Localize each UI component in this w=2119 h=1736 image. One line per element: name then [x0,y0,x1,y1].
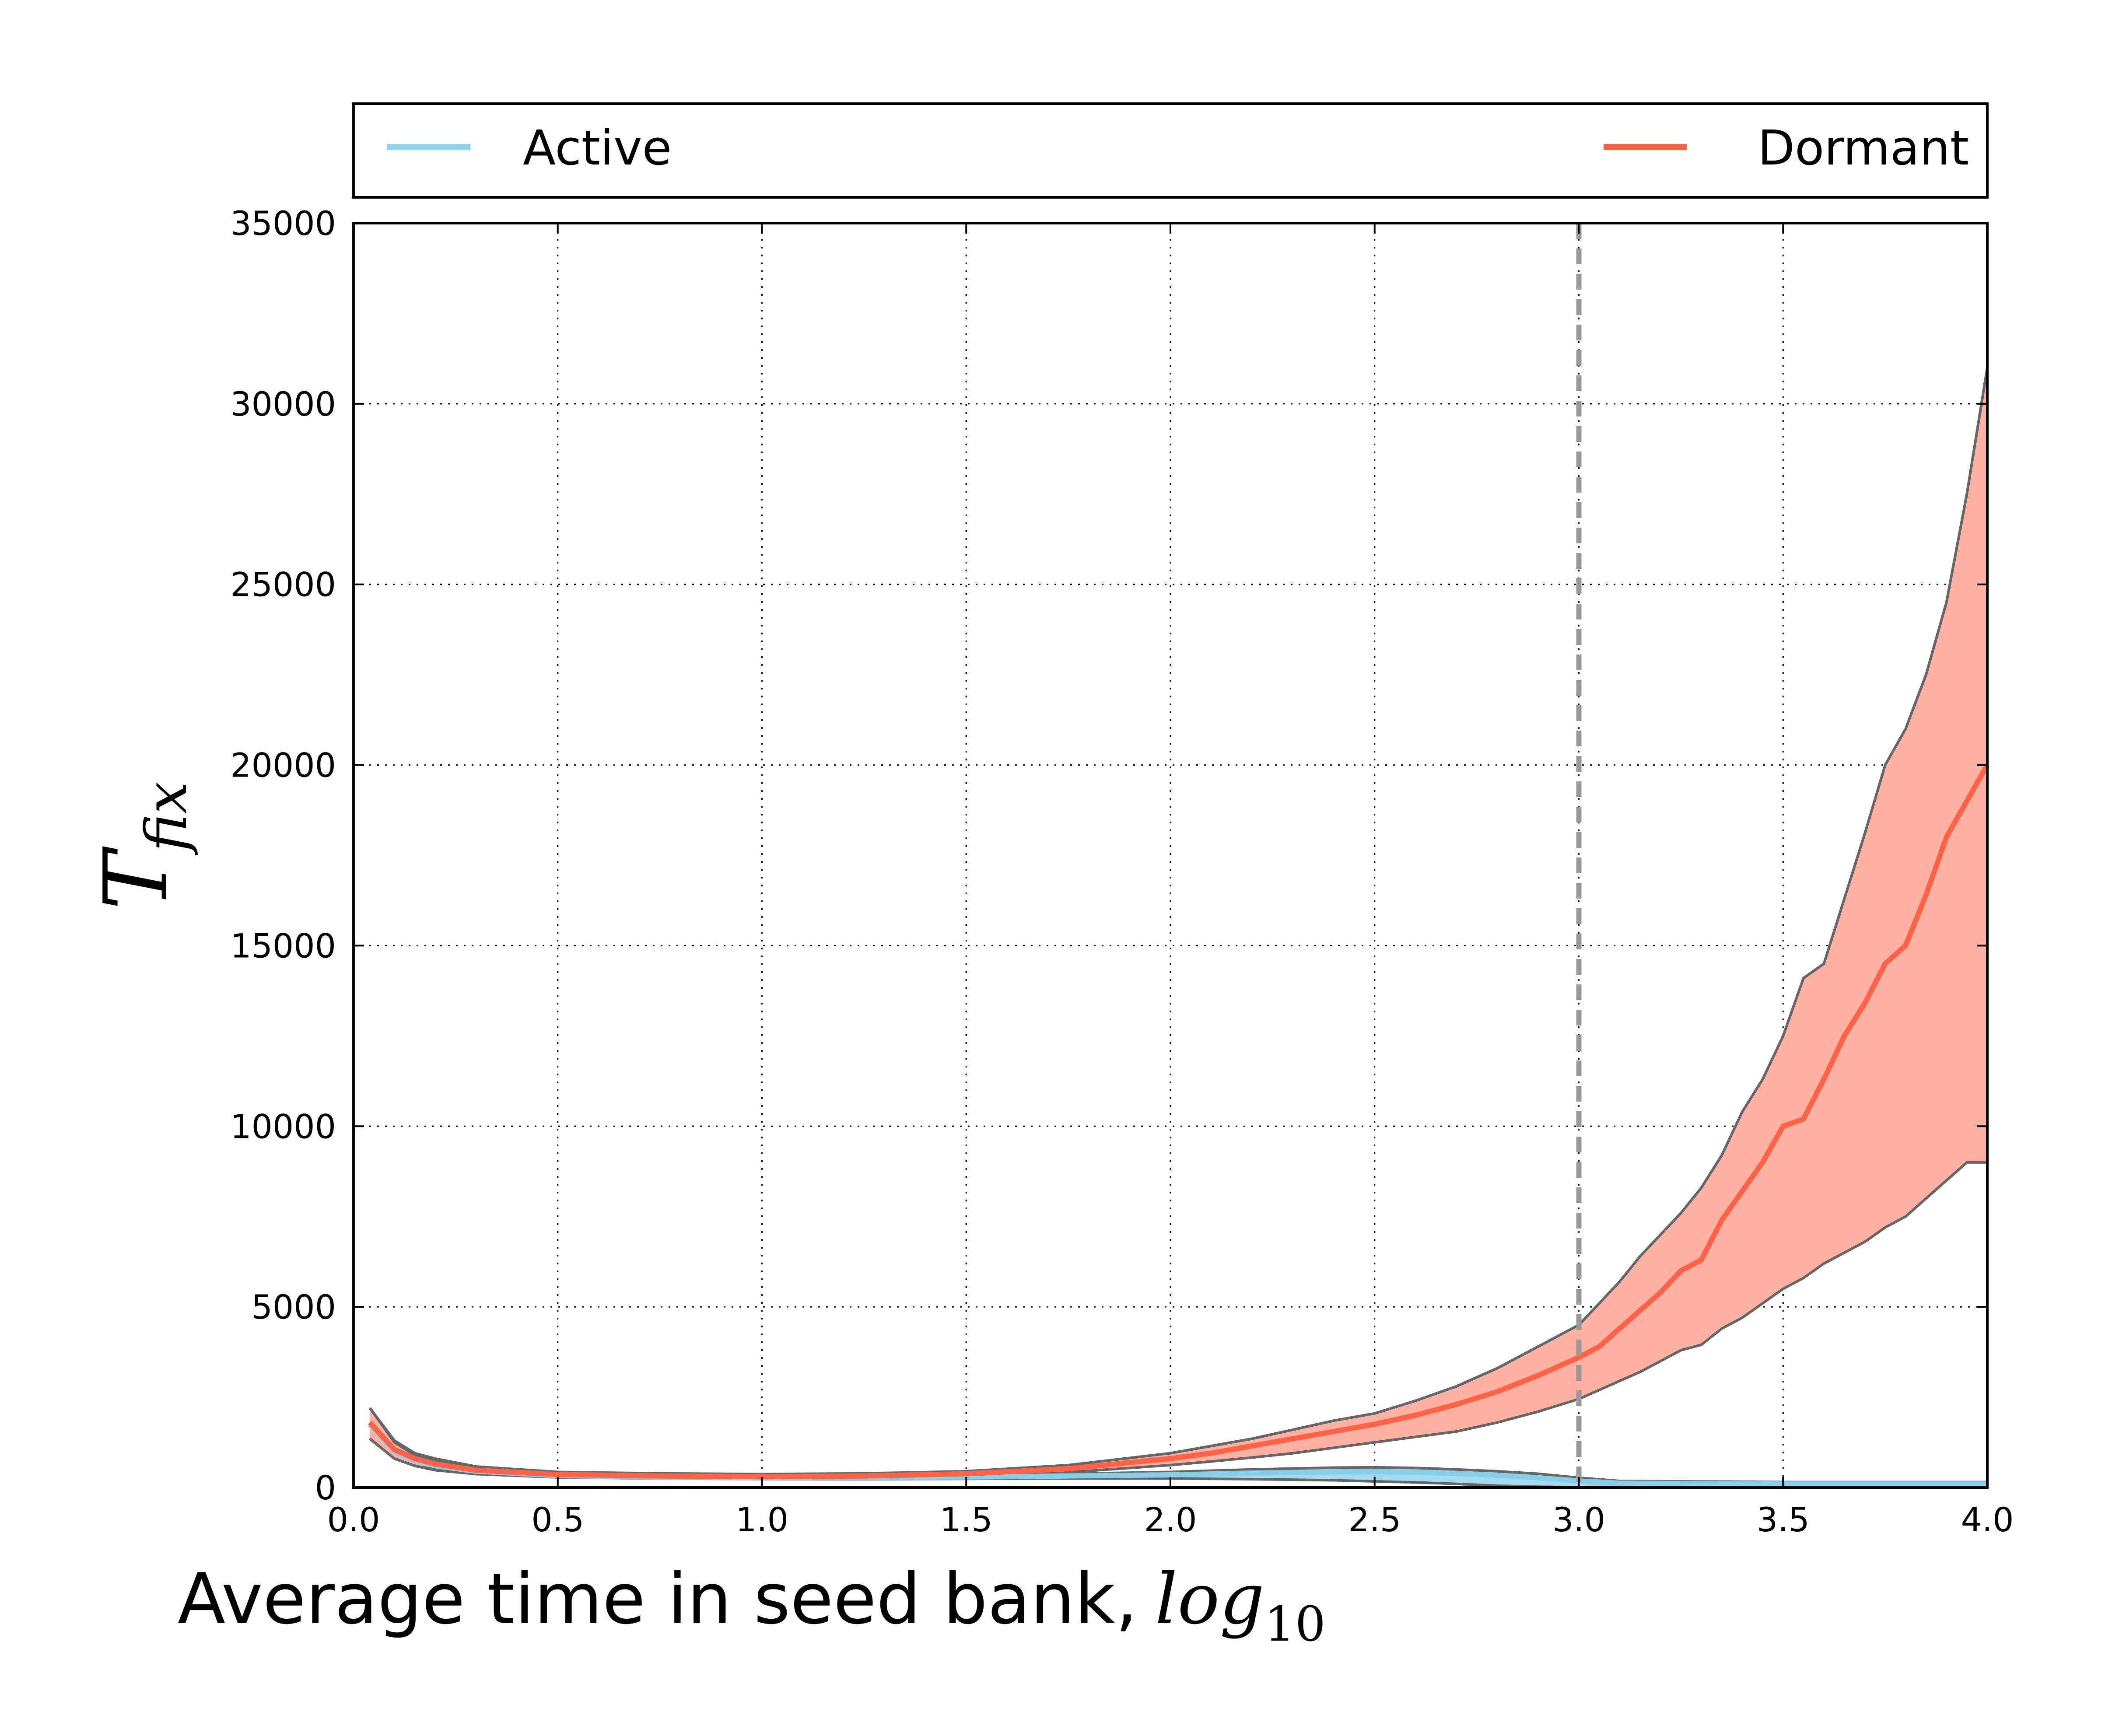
y-axis-ticks: 0 5000 10000 15000 20000 25000 30000 35000 [230,204,1987,1507]
y-tick-label: 15000 [230,926,336,965]
x-tick-label: 1.5 [940,1500,993,1539]
legend-label-dormant: Dormant [1758,120,1969,176]
x-tick-label: 0.0 [327,1500,380,1539]
x-axis-label-math-subscript: 10 [1264,1596,1326,1652]
y-tick-label: 30000 [230,385,336,424]
x-tick-label: 1.0 [736,1500,788,1539]
x-tick-label: 2.0 [1144,1500,1197,1539]
series-line-dormant [368,763,1990,1480]
x-tick-label: 2.5 [1348,1500,1401,1539]
y-tick-label: 5000 [252,1288,336,1326]
y-tick-label: 25000 [230,565,336,604]
legend: Active Dormant [352,102,1989,199]
y-axis-label: Tfix [85,782,200,910]
x-tick-label: 0.5 [531,1500,584,1539]
x-tick-label: 4.0 [1961,1500,2014,1539]
y-axis-label-math-subscript: fix [133,782,200,856]
x-axis-ticks: 0.0 0.5 1.0 1.5 2.0 2.5 3.0 3.5 4.0 [327,223,2014,1539]
x-tick-label: 3.0 [1552,1500,1605,1539]
x-axis-label-math: log10 [1155,1558,1326,1652]
legend-label-active: Active [523,120,672,176]
x-axis-label: Average time in seed bank, [178,1558,1138,1640]
y-tick-label: 0 [315,1468,336,1507]
y-tick-label: 35000 [230,204,336,243]
y-tick-label: 20000 [230,746,336,785]
y-tick-label: 10000 [230,1107,336,1146]
mean-lines [368,763,1990,1487]
legend-frame [352,102,1989,199]
x-tick-label: 3.5 [1757,1500,1810,1539]
y-axis-label-math: Tfix [85,782,200,910]
y-axis-label-math-base: T [85,846,187,910]
x-axis-label-math-base: log [1155,1558,1264,1640]
